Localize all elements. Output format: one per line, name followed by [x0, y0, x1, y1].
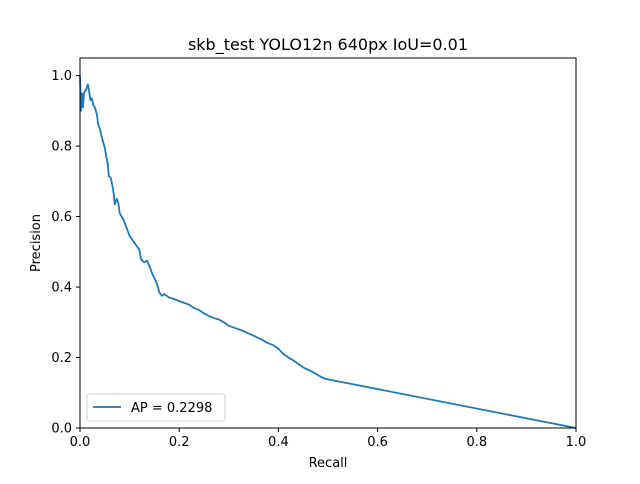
- y-tick-label: 0.6: [51, 210, 72, 225]
- x-axis: 0.0 0.2 0.4 0.6 0.8 1.0: [70, 428, 587, 450]
- axes-frame: [79, 57, 577, 429]
- y-axis-label: Precision: [29, 214, 44, 272]
- x-tick-label: 0.2: [169, 435, 190, 450]
- y-tick-label: 0.8: [51, 140, 72, 155]
- x-tick-label: 0.8: [466, 435, 487, 450]
- x-axis-label: Recall: [309, 456, 348, 471]
- x-tick-label: 0.4: [268, 435, 289, 450]
- y-tick-label: 0.4: [51, 281, 72, 296]
- legend-label: AP = 0.2298: [131, 401, 212, 416]
- x-tick-label: 0.0: [70, 435, 91, 450]
- x-tick-label: 0.6: [367, 435, 388, 450]
- legend: AP = 0.2298: [86, 393, 226, 422]
- y-tick-label: 0.0: [51, 422, 72, 437]
- series-line: [79, 75, 577, 429]
- plot-area: [79, 57, 577, 429]
- y-tick-label: 1.0: [51, 69, 72, 84]
- legend-box: [86, 393, 226, 422]
- y-axis: 0.0 0.2 0.4 0.6 0.8 1.0: [51, 69, 80, 437]
- x-tick-label: 1.0: [566, 435, 587, 450]
- chart-title: skb_test YOLO12n 640px IoU=0.01: [188, 35, 468, 55]
- y-tick-label: 0.2: [51, 351, 72, 366]
